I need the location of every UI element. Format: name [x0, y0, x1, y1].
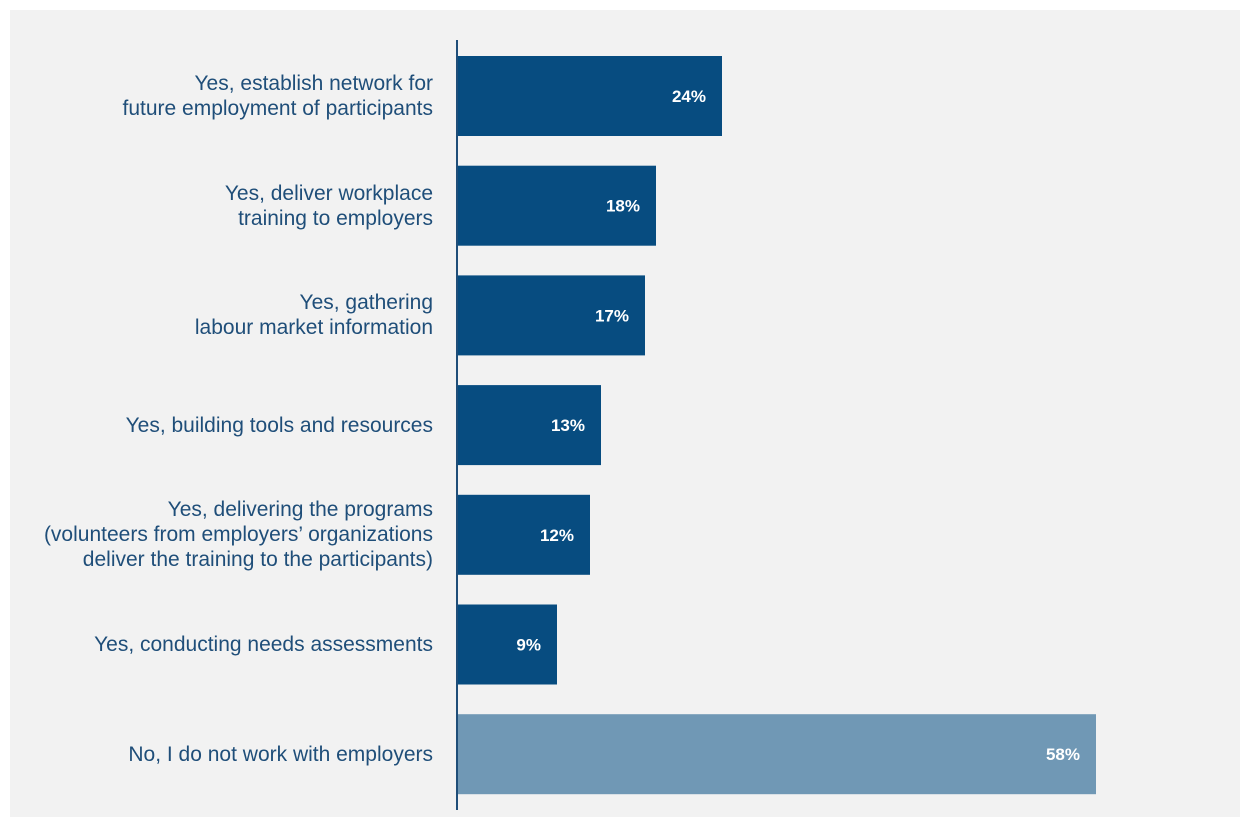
category-label-1: Yes, establish network for future employ… — [122, 72, 434, 120]
category-label-6: Yes, conducting needs assessments — [94, 633, 433, 656]
bar-value-label-5: 12% — [540, 526, 574, 545]
bar-value-label-6: 9% — [516, 636, 541, 655]
category-label-4: Yes, building tools and resources — [125, 413, 433, 437]
category-label-3: Yes, gathering labour market information — [194, 291, 433, 340]
bar-value-label-1: 24% — [672, 87, 706, 106]
category-label-7: No, I do not work with employers — [128, 742, 433, 766]
bar-value-label-7: 58% — [1046, 745, 1080, 764]
value-labels-group: 24% 18% 17% 13% 12% 9% 58% — [516, 87, 1080, 764]
bar-5 — [458, 494, 590, 575]
category-label-5: Yes, delivering the programs (volunteers… — [43, 498, 433, 572]
bar-3 — [458, 275, 645, 356]
bar-6 — [458, 604, 557, 685]
bar-1 — [458, 56, 722, 136]
bars-group — [458, 56, 1096, 795]
bar-4 — [458, 385, 601, 466]
bar-2 — [458, 165, 656, 246]
bar-7 — [458, 714, 1096, 795]
bar-value-label-3: 17% — [595, 306, 629, 325]
bar-value-label-2: 18% — [606, 197, 640, 216]
bar-value-label-4: 13% — [551, 416, 585, 435]
chart-panel: Yes, establish network for future employ… — [10, 10, 1240, 817]
bar-chart: 24% 18% 17% 13% 12% 9% 58% — [456, 40, 1096, 810]
category-label-2: Yes, deliver workplace training to emplo… — [224, 181, 433, 230]
